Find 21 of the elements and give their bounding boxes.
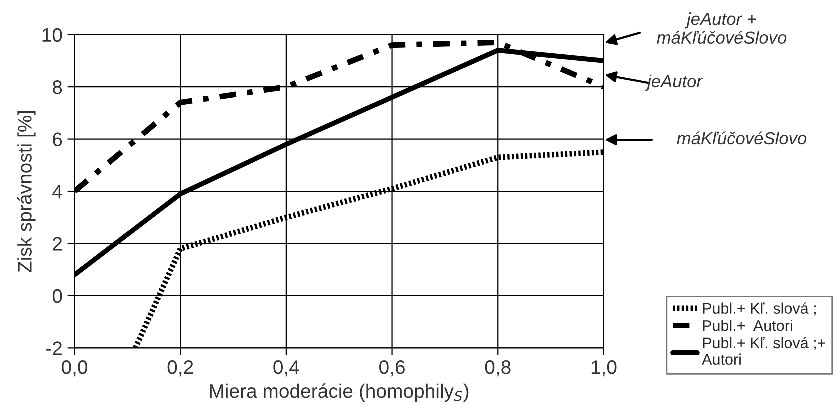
y-tick-label: 2 [53, 237, 62, 251]
text: jeAutor [646, 74, 704, 92]
x-tick-label: 1,0 [592, 360, 617, 377]
legend-label: Publ.+ Kľ. slová ; [703, 302, 816, 316]
x-axis-title: Miera moderácie (homophily$_{S}$) [210, 384, 469, 402]
legend-label: Publ.+ Autori [703, 320, 792, 332]
y-tick-label: 10 [42, 28, 62, 42]
text: jeAutor + máKľúčovéSlovo [657, 12, 787, 44]
y-axis-title: Zisk správnosti [%] [17, 111, 36, 272]
legend-label: Publ.+ Kľ. slová ;+ Autori [702, 337, 826, 366]
y-tick-label: -2 [46, 342, 62, 356]
x-tick-label: 0,6 [380, 360, 405, 377]
x-tick-label: 0,2 [168, 360, 194, 377]
y-tick-label: 8 [52, 80, 62, 94]
y-tick-label: 4 [52, 185, 62, 199]
x-tick-label: 0,0 [62, 360, 88, 377]
y-tick-label: 0 [52, 289, 62, 304]
y-tick-label: 6 [53, 132, 62, 147]
text: máKľúčovéSlovo [677, 132, 807, 145]
x-tick-label: 0,4 [274, 360, 300, 377]
x-tick-label: 0,8 [485, 360, 511, 377]
